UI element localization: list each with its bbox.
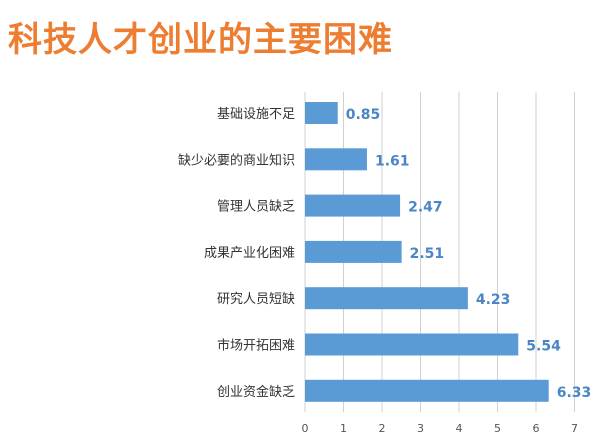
x-tick-label: 0	[302, 422, 309, 435]
value-label: 2.47	[408, 200, 443, 216]
value-label: 5.54	[526, 339, 561, 355]
x-tick-label: 1	[340, 422, 347, 435]
bar	[305, 240, 402, 263]
bar	[305, 194, 401, 217]
page-title: 科技人才创业的主要困难	[8, 20, 393, 60]
category-labels: 基础设施不足缺少必要的商业知识管理人员缺乏成果产业化困难研究人员短缺市场开拓困难…	[178, 107, 295, 400]
x-tick-label: 4	[456, 422, 463, 435]
category-label: 管理人员缺乏	[217, 200, 295, 215]
bar	[305, 148, 367, 171]
category-label: 创业资金缺乏	[217, 384, 295, 400]
bars	[305, 102, 549, 402]
x-tick-label: 5	[494, 422, 501, 435]
value-label: 4.23	[476, 292, 511, 308]
category-label: 成果产业化困难	[204, 246, 295, 261]
value-label: 1.61	[375, 153, 410, 169]
bar	[305, 333, 519, 356]
x-tick-label: 2	[379, 422, 386, 435]
bar	[305, 102, 338, 124]
x-tick-label: 7	[571, 422, 578, 435]
x-tick-label: 3	[417, 422, 424, 435]
value-label: 0.85	[346, 107, 381, 123]
category-label: 基础设施不足	[217, 107, 295, 122]
bar	[305, 379, 549, 402]
bar	[305, 287, 468, 310]
value-label: 2.51	[410, 246, 445, 262]
category-label: 缺少必要的商业知识	[178, 152, 295, 168]
value-labels: 0.85 1.61 2.47 2.51 4.23 5.54 6.33	[346, 107, 592, 401]
category-label: 市场开拓困难	[217, 338, 295, 354]
value-label: 6.33	[557, 385, 592, 401]
x-tick-label: 6	[533, 422, 540, 435]
x-axis-ticks: 0 1 2 3 4 5 6 7	[302, 422, 579, 435]
category-label: 研究人员短缺	[217, 292, 295, 307]
